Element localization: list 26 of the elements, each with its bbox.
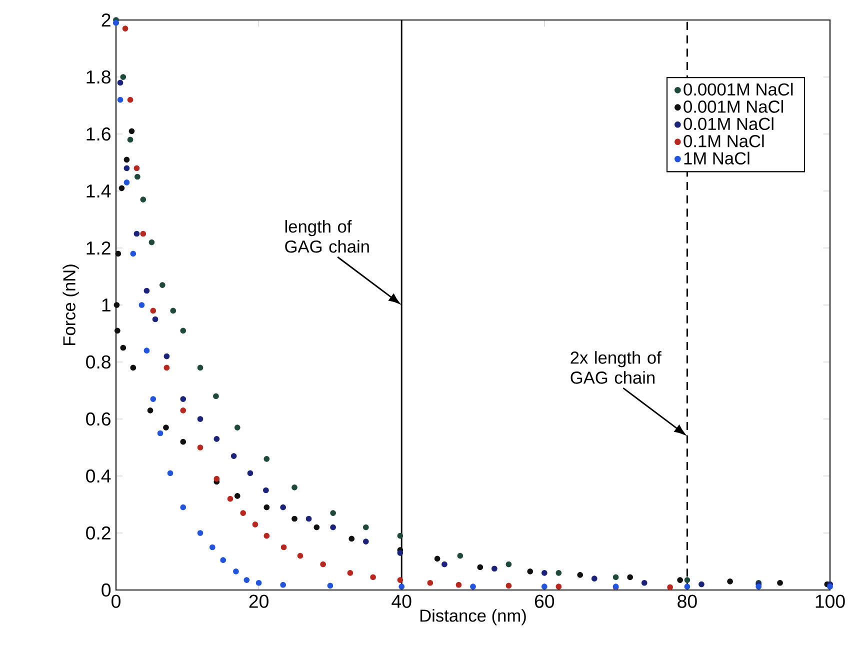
y-tick-label: 2 [102,13,110,27]
x-axis-title: Distance (nm) [420,609,526,626]
y-tick-label: 1.2 [86,241,110,255]
legend-label: 0.01M NaCl [684,117,774,130]
y-tick-label: 1.4 [86,184,111,198]
y-tick-label: 0.6 [86,412,110,426]
legend-label: 0.0001M NaCl [684,82,793,96]
y-tick-label: 0 [102,583,111,597]
y-tick-label: 0.2 [86,526,110,540]
x-tick-label: 80 [678,594,697,608]
legend-label: 0.1M NaCl [684,134,764,148]
ref-line-label: length of GAG chain [285,220,369,253]
x-tick-label: 100 [816,594,845,608]
x-tick-label: 20 [249,594,268,608]
y-axis-title: Force (nN) [62,264,79,345]
legend-label: 1M NaCl [684,152,750,164]
x-tick-label: 0 [112,594,120,608]
ref-line-label: 2x length of GAG chain [570,351,662,384]
y-tick-label: 0.8 [86,355,110,369]
y-tick-label: 1 [102,298,110,312]
x-tick-label: 60 [534,594,554,608]
y-tick-label: 0.4 [86,469,111,483]
y-tick-label: 1.6 [86,127,110,141]
y-tick-label: 1.8 [86,70,110,84]
x-tick-label: 40 [392,594,412,608]
legend-label: 0.001M NaCl [684,100,783,113]
